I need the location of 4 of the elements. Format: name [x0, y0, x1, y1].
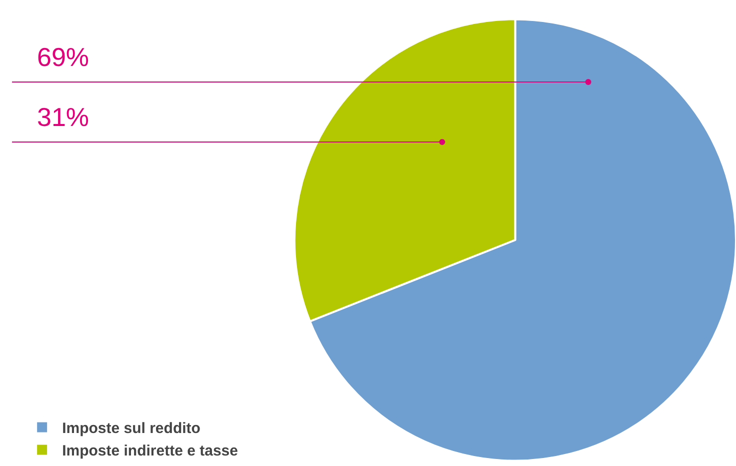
data-label: 69% — [37, 42, 90, 72]
legend-label: Imposte sul reddito — [62, 420, 200, 438]
legend-label: Imposte indirette e tasse — [62, 442, 238, 460]
data-label: 31% — [37, 102, 90, 132]
